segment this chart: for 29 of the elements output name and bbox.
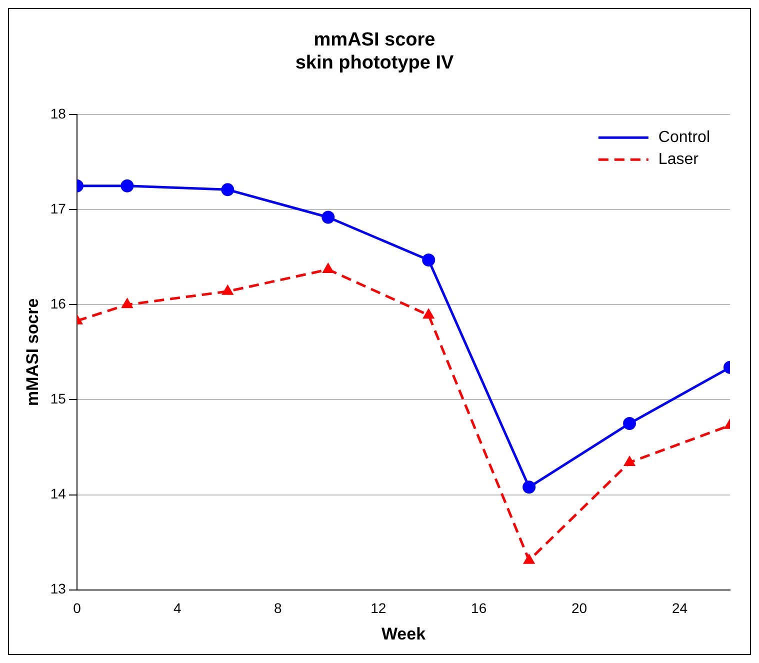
point (422, 254, 436, 267)
y-tick-label: 17 (50, 200, 66, 216)
x-tick-label: 20 (572, 600, 588, 616)
x-tick-label: 0 (73, 600, 82, 616)
point (422, 308, 434, 319)
x-tick-label: 16 (471, 600, 487, 616)
point (523, 554, 535, 564)
point (624, 456, 636, 466)
legend-label: Laser (658, 151, 700, 168)
y-tick-label: 14 (50, 486, 66, 502)
y-tick-label: 15 (50, 390, 66, 407)
point (222, 284, 234, 295)
x-tick-label: 24 (672, 600, 688, 616)
chart-title: mmASI score skin phototype IV (295, 30, 454, 74)
y-tick-label: 16 (50, 296, 66, 312)
x-axis-title: Week (381, 624, 426, 644)
legend-label: Control (658, 129, 710, 146)
point (122, 298, 133, 308)
y-tick-label: 18 (50, 105, 66, 122)
x-tick-label: 12 (370, 600, 386, 616)
point (120, 179, 134, 192)
point (221, 183, 234, 196)
x-tick-label: 4 (174, 600, 182, 616)
point (322, 210, 335, 224)
y-axis-title: mMASI socre (22, 298, 42, 406)
y-tick-label: 13 (50, 580, 66, 597)
x-tick-label: 8 (274, 600, 282, 616)
point (322, 263, 334, 274)
point (623, 416, 636, 430)
